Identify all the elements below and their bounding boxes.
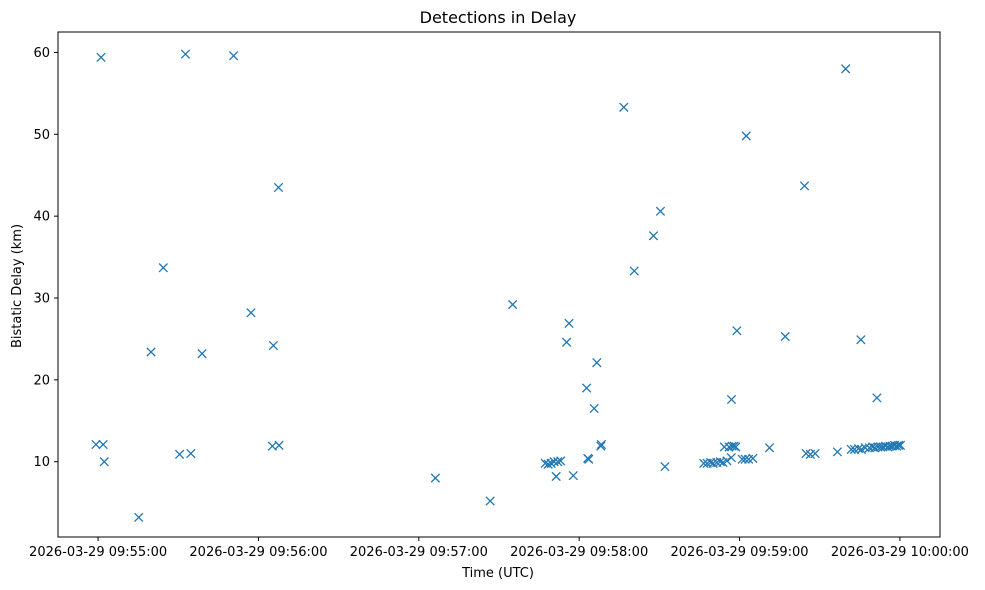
data-point [596,441,606,451]
x-tick-label: 2026-03-29 09:56:00 [189,545,327,560]
x-tick-label: 2026-03-29 10:00:00 [831,545,969,560]
data-point [726,452,736,463]
data-point [146,347,156,357]
data-point [880,441,891,451]
data-point [96,52,106,63]
data-point [619,102,629,112]
y-axis: 10 20 30 40 50 60 [33,46,58,470]
data-point [722,456,732,466]
data-point [186,448,196,459]
data-point [98,439,108,450]
x-axis: 2026-03-29 09:55:00 2026-03-29 09:56:00 20… [29,537,969,560]
data-point [741,131,751,141]
data-point [228,51,239,61]
data-point [91,439,101,450]
x-tick-label: 2026-03-29 09:55:00 [29,545,167,560]
y-tick-label: 20 [33,373,50,388]
data-point [596,439,607,450]
data-point [892,441,902,451]
data-point [648,231,659,241]
data-point [589,403,599,414]
data-point [246,308,256,318]
data-point [655,206,666,216]
data-point [543,459,553,469]
data-point [708,458,718,468]
data-point [584,454,594,464]
x-tick-label: 2026-03-29 09:57:00 [350,545,488,560]
data-point [748,453,758,464]
data-point [893,440,904,450]
data-point [507,299,518,310]
data-point [273,182,284,193]
data-point [840,64,851,74]
y-tick-label: 10 [33,455,50,470]
data-point [564,318,574,329]
data-point [727,441,737,451]
data-point [895,440,906,450]
data-point [832,447,843,457]
x-tick-label: 2026-03-29 09:59:00 [671,545,809,560]
data-point [872,393,882,403]
data-point [764,443,775,453]
data-point [568,470,578,481]
data-point [592,358,602,368]
data-point [556,456,566,466]
data-point [430,473,441,483]
data-point [740,454,750,464]
data-point [629,266,639,276]
data-point [274,440,284,450]
data-point [268,340,279,351]
chart-title: Detections in Delay [420,8,577,27]
data-point [780,331,790,342]
data-point [582,383,592,393]
data-point [158,263,168,273]
data-point [660,461,670,472]
data-points [91,49,906,523]
data-point [732,326,742,336]
data-point [726,394,737,405]
data-point [99,457,109,467]
plot-frame [57,31,941,538]
y-tick-label: 50 [33,128,50,143]
data-point [860,443,870,453]
data-point [731,442,741,452]
data-point [810,448,820,459]
y-tick-label: 40 [33,210,50,225]
x-tick-label: 2026-03-29 09:58:00 [510,545,648,560]
data-point [485,496,495,506]
data-point [561,337,572,347]
y-tick-label: 30 [33,292,50,307]
data-point [551,471,561,482]
data-point [174,449,185,459]
data-point [799,181,810,191]
data-point [134,512,144,523]
data-point [856,335,866,345]
x-axis-label: Time (UTC) [461,566,534,581]
data-point [553,457,563,467]
y-tick-label: 60 [33,46,50,61]
y-axis-label: Bistatic Delay (km) [10,224,25,348]
data-point [197,349,207,359]
data-point [180,49,191,59]
